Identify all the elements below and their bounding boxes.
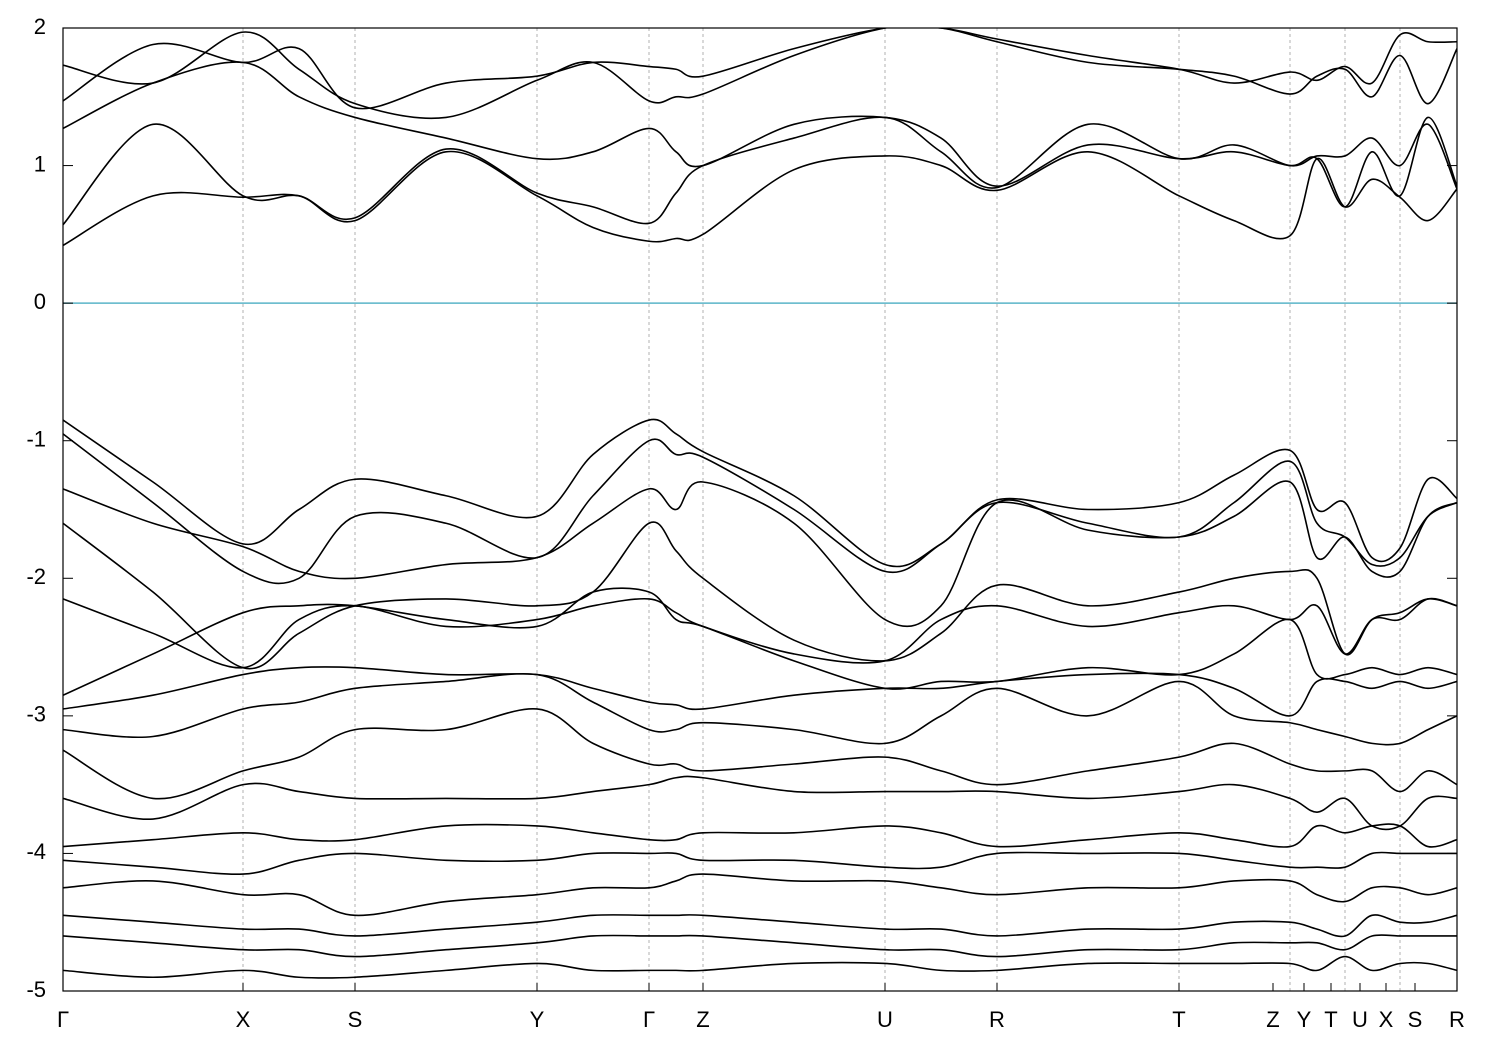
band-line (63, 597, 1457, 669)
x-tick-label: X (1379, 1007, 1394, 1032)
y-tick-label: 1 (34, 151, 46, 176)
y-tick-label: 0 (34, 289, 46, 314)
x-tick-label: Γ (57, 1007, 69, 1032)
x-tick-label: R (989, 1007, 1005, 1032)
y-tick-label: -3 (26, 702, 46, 727)
band-line (63, 150, 1457, 247)
y-tick-label: -1 (26, 427, 46, 452)
y-tick-label: -5 (26, 977, 46, 1002)
x-tick-label: Y (530, 1007, 545, 1032)
x-tick-label: S (1408, 1007, 1423, 1032)
y-tick-label: -4 (26, 839, 46, 864)
x-tick-label: Z (1266, 1007, 1279, 1032)
x-tick-label: Y (1297, 1007, 1312, 1032)
x-tick-label: X (236, 1007, 251, 1032)
band-line (63, 433, 1457, 585)
band-line (63, 823, 1457, 848)
y-tick-label: 2 (34, 14, 46, 39)
band-line (63, 587, 1457, 696)
band-line (63, 418, 1457, 568)
band-line (63, 28, 1457, 120)
band-line (63, 775, 1457, 831)
x-tick-label: Γ (643, 1007, 655, 1032)
band-line (63, 116, 1457, 226)
band-line (63, 666, 1457, 717)
band-line (63, 480, 1457, 628)
x-tick-label: U (877, 1007, 893, 1032)
y-tick-label: -2 (26, 564, 46, 589)
band-line (63, 672, 1457, 746)
band-line (63, 61, 1457, 208)
band-line (63, 521, 1457, 670)
x-tick-label: S (348, 1007, 363, 1032)
band-line (63, 873, 1457, 917)
x-tick-label: Z (696, 1007, 709, 1032)
x-tick-label: T (1324, 1007, 1337, 1032)
x-tick-label: T (1172, 1007, 1185, 1032)
band-line (63, 708, 1457, 800)
band-line (63, 934, 1457, 958)
band-line (63, 851, 1457, 876)
x-tick-label: R (1449, 1007, 1465, 1032)
band-line (63, 914, 1457, 938)
x-tick-label: U (1352, 1007, 1368, 1032)
band-line (63, 955, 1457, 979)
plot-frame (62, 27, 1458, 992)
band-line (63, 28, 1457, 110)
